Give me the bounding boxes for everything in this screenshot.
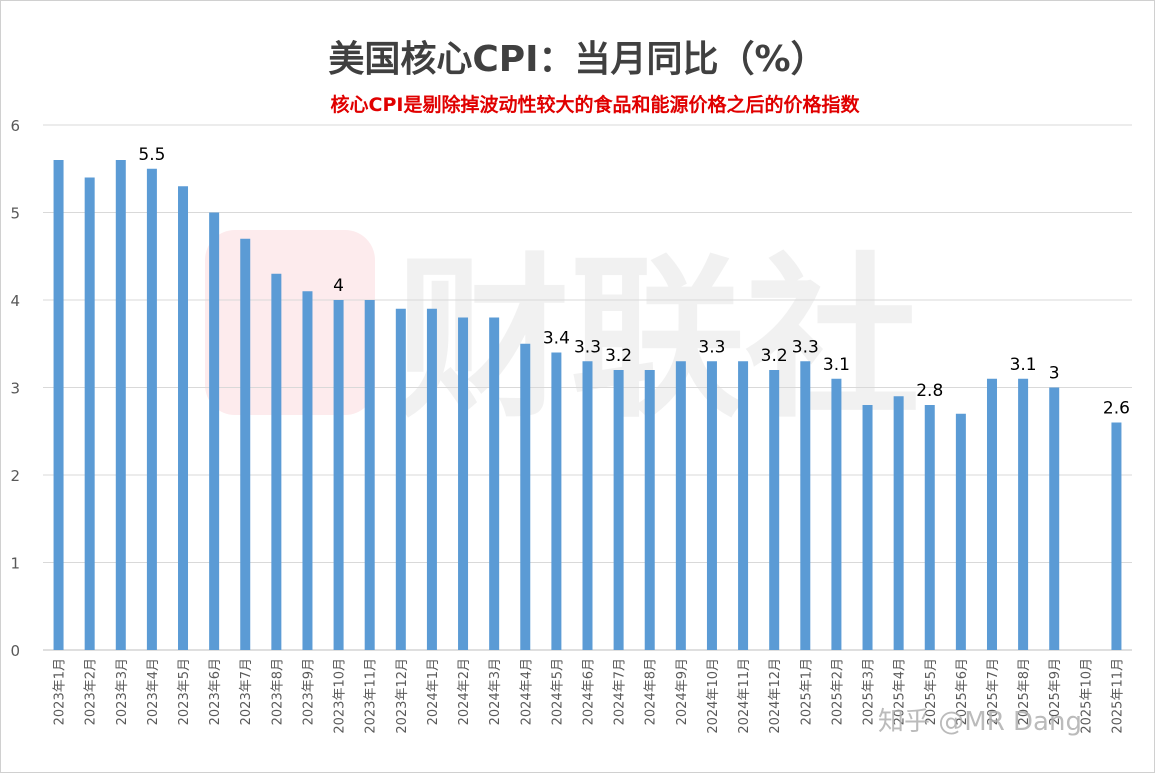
x-tick-label: 2023年4月 [146,658,161,725]
data-label: 3.1 [1010,355,1037,375]
y-tick-label: 3 [10,380,20,398]
bar [84,177,95,650]
bar [551,352,562,650]
x-tick-label: 2024年6月 [582,658,597,725]
x-tick-label: 2024年2月 [457,658,472,725]
y-tick-label: 6 [10,117,20,135]
x-tick-label: 2023年1月 [53,658,68,725]
data-label: 2.8 [916,381,943,401]
data-label: 3.4 [543,329,570,349]
y-tick-label: 4 [10,292,20,310]
x-tick-label: 2024年3月 [488,658,503,725]
bar [1018,378,1029,650]
bar [53,160,64,650]
x-tick-label: 2024年11月 [737,658,752,734]
x-tick-label: 2024年8月 [644,658,659,725]
bar [426,308,437,650]
data-label: 3.1 [823,355,850,375]
data-label: 3.2 [761,346,788,366]
x-tick-label: 2025年3月 [862,658,877,725]
x-tick-label: 2025年2月 [830,658,845,725]
y-axis-ticks: 0 1 2 3 4 5 6 [10,117,20,660]
bar [395,308,406,650]
bar [738,361,749,650]
data-label: 3.2 [605,346,632,366]
data-label: 5.5 [138,145,165,165]
chart-subtitle: 核心CPI是剔除掉波动性较大的食品和能源价格之后的价格指数 [330,94,860,116]
x-tick-label: 2023年5月 [177,658,192,725]
x-tick-label: 2025年8月 [1017,658,1032,725]
x-tick-label: 2025年11月 [1110,658,1125,734]
x-tick-label: 2023年2月 [84,658,99,725]
x-tick-label: 2023年12月 [395,658,410,734]
data-label: 3 [1049,364,1060,384]
bar [613,370,624,650]
data-label: 2.6 [1103,399,1130,419]
x-tick-label: 2023年3月 [115,658,130,725]
x-tick-label: 2024年10月 [706,658,721,734]
x-tick-label: 2023年6月 [208,658,223,725]
data-label: 3.3 [792,337,819,357]
y-tick-label: 2 [10,467,20,485]
x-tick-label: 2024年4月 [519,658,534,725]
x-tick-label: 2023年11月 [364,658,379,734]
bar [209,212,220,650]
watermark-credit: 知乎 @MR Dang [878,707,1082,737]
data-label: 4 [333,276,344,296]
x-tick-label: 2024年7月 [613,658,628,725]
chart-title: 美国核心CPI：当月同比（%） [328,39,827,80]
bar [115,160,126,650]
bar [862,405,873,650]
data-label: 3.3 [574,337,601,357]
x-tick-label: 2025年1月 [799,658,814,725]
x-tick-label: 2025年5月 [924,658,939,725]
x-tick-label: 2023年8月 [270,658,285,725]
x-tick-label: 2024年12月 [768,658,783,734]
x-tick-label: 2025年4月 [893,658,908,725]
data-label: 3.3 [698,337,725,357]
x-tick-label: 2023年10月 [333,658,348,734]
x-tick-label: 2025年10月 [1079,658,1094,734]
x-tick-label: 2024年9月 [675,658,690,725]
bar [364,300,375,650]
bar [240,238,251,650]
bar [675,361,686,650]
bar [1049,387,1060,650]
x-tick-label: 2025年6月 [955,658,970,725]
bar [333,300,344,650]
bar [302,291,313,650]
x-axis-labels: 2023年1月 2023年2月 2023年3月 2023年4月 2023年5月 2023年… [53,658,1126,734]
bar [458,317,469,650]
bar [769,370,780,650]
bar [800,361,811,650]
bar [893,396,904,650]
y-tick-label: 5 [10,205,20,223]
x-tick-label: 2023年9月 [301,658,316,725]
y-tick-label: 1 [10,555,20,573]
y-tick-label: 0 [10,642,20,660]
x-tick-label: 2024年1月 [426,658,441,725]
x-tick-label: 2024年5月 [550,658,565,725]
bar [271,273,282,650]
bar [706,361,717,650]
bar [178,186,189,650]
bar [146,168,157,650]
bar [582,361,593,650]
bars [53,160,1122,650]
bar [955,413,966,650]
x-tick-label: 2025年7月 [986,658,1001,725]
bar [831,378,842,650]
bar [924,405,935,650]
bar [1111,422,1122,650]
x-tick-label: 2025年9月 [1048,658,1063,725]
x-tick-label: 2023年7月 [239,658,254,725]
bar [644,370,655,650]
bar [489,317,500,650]
bar [520,343,531,650]
bar [986,378,997,650]
data-labels: 5.543.4 3.3 3.2 3.3 3.2 3.33.12.83.1 32.6 [138,145,1130,419]
